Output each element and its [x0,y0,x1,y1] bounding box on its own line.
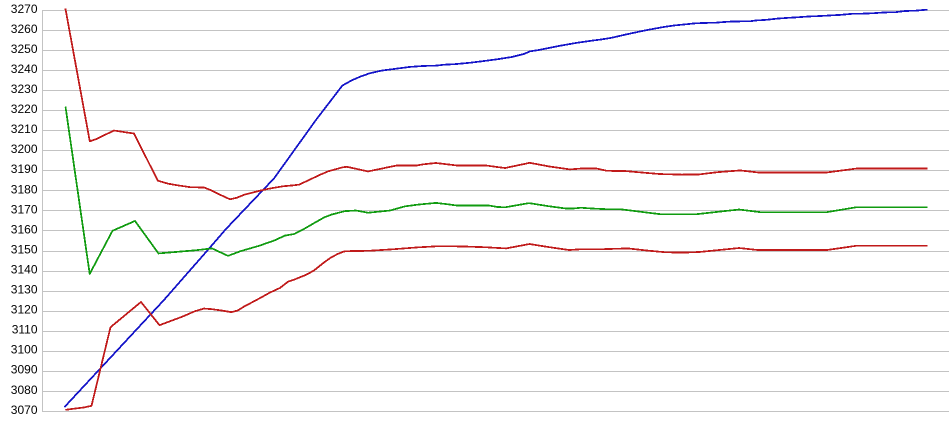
svg-text:3270: 3270 [11,2,38,16]
svg-text:3100: 3100 [11,343,38,357]
svg-text:3140: 3140 [11,262,38,276]
svg-text:3210: 3210 [11,122,38,136]
svg-text:3080: 3080 [11,383,38,397]
svg-text:3070: 3070 [11,403,38,417]
svg-text:3110: 3110 [12,323,38,337]
svg-text:3220: 3220 [11,102,38,116]
svg-text:3170: 3170 [11,202,38,216]
svg-text:3240: 3240 [11,62,38,76]
svg-text:3250: 3250 [11,42,38,56]
svg-text:3130: 3130 [11,283,38,297]
svg-text:3230: 3230 [11,82,38,96]
svg-text:3180: 3180 [11,182,38,196]
svg-text:3090: 3090 [11,363,38,377]
svg-text:3120: 3120 [11,303,38,317]
svg-text:3150: 3150 [11,242,38,256]
svg-text:3160: 3160 [11,222,38,236]
svg-text:3200: 3200 [11,142,38,156]
svg-text:3190: 3190 [11,162,38,176]
svg-text:3260: 3260 [11,22,38,36]
